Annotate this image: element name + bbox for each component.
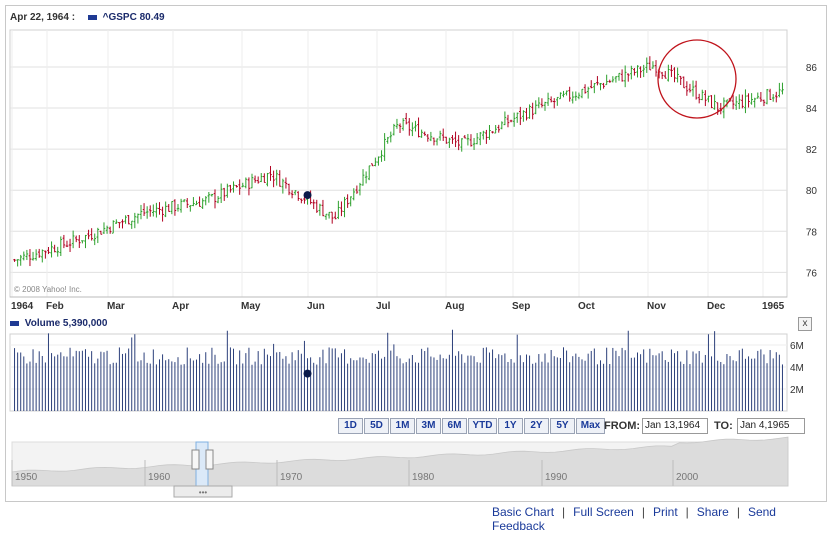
navigator-tick-label: 1980 xyxy=(412,472,435,483)
annotation-circle xyxy=(657,39,737,119)
footer-links: Basic Chart | Full Screen | Print | Share | Send… xyxy=(492,505,776,533)
range-max-button[interactable]: Max xyxy=(576,418,605,434)
range-3m-button[interactable]: 3M xyxy=(416,418,441,434)
price-plot-area xyxy=(9,29,788,298)
y-tick-label: 82 xyxy=(806,145,818,156)
range-buttons: 1D 5D 1M 3M 6M YTD 1Y 2Y 5Y Max xyxy=(338,418,605,434)
range-5d-button[interactable]: 5D xyxy=(364,418,389,434)
copyright-text: © 2008 Yahoo! Inc. xyxy=(14,285,82,294)
x-tick-label: Jul xyxy=(376,301,391,312)
x-tick-label: Jun xyxy=(307,301,325,312)
navigator-left-handle[interactable] xyxy=(191,449,200,470)
print-link[interactable]: Print xyxy=(652,505,678,519)
navigator-tick-label: 2000 xyxy=(676,472,699,483)
current-date: Apr 22, 1964 : xyxy=(10,12,76,23)
x-tick-label: Sep xyxy=(512,301,530,312)
volume-y-tick: 6M xyxy=(790,341,804,352)
y-tick-label: 78 xyxy=(806,227,818,238)
navigator-tick-label: 1960 xyxy=(148,472,171,483)
range-ytd-button[interactable]: YTD xyxy=(468,418,497,434)
x-tick-label: May xyxy=(241,301,261,312)
share-link[interactable]: Share xyxy=(696,505,729,519)
x-tick-label: Feb xyxy=(46,301,64,312)
series-swatch xyxy=(87,14,97,20)
x-tick-label: Mar xyxy=(107,301,125,312)
y-tick-label: 86 xyxy=(806,63,818,74)
x-tick-label: Oct xyxy=(578,301,595,312)
navigator-tick-label: 1950 xyxy=(15,472,38,483)
scrollbar-grip-icon: ••• xyxy=(199,488,208,497)
from-date-input[interactable] xyxy=(642,418,708,434)
y-tick-label: 80 xyxy=(806,186,818,197)
volume-swatch xyxy=(10,320,19,326)
volume-marker xyxy=(303,369,312,378)
to-date-input[interactable] xyxy=(737,418,805,434)
range-1y-button[interactable]: 1Y xyxy=(498,418,523,434)
close-volume-button[interactable]: x xyxy=(798,317,812,331)
x-tick-label: Aug xyxy=(445,301,464,312)
x-tick-label: 1964 xyxy=(11,301,34,312)
range-2y-button[interactable]: 2Y xyxy=(524,418,549,434)
volume-y-tick: 4M xyxy=(790,363,804,374)
x-tick-label: Apr xyxy=(172,301,189,312)
x-tick-label: 1965 xyxy=(762,301,785,312)
range-1m-button[interactable]: 1M xyxy=(390,418,415,434)
range-5y-button[interactable]: 5Y xyxy=(550,418,575,434)
navigator-scrollbar[interactable] xyxy=(173,485,233,498)
volume-text: Volume 5,390,000 xyxy=(24,318,108,329)
volume-header: Volume 5,390,000 xyxy=(10,318,107,329)
range-1d-button[interactable]: 1D xyxy=(338,418,363,434)
navigator-tick-label: 1970 xyxy=(280,472,303,483)
basic-chart-link[interactable]: Basic Chart xyxy=(492,505,555,519)
range-6m-button[interactable]: 6M xyxy=(442,418,467,434)
symbol-quote: ^GSPC 80.49 xyxy=(102,12,165,23)
volume-plot-area xyxy=(9,333,788,412)
info-bar: Apr 22, 1964 : ^GSPC 80.49 xyxy=(10,12,165,26)
to-label: TO: xyxy=(714,420,733,432)
from-label: FROM: xyxy=(604,420,641,432)
volume-y-tick: 2M xyxy=(790,385,804,396)
full-screen-link[interactable]: Full Screen xyxy=(573,505,634,519)
y-tick-label: 76 xyxy=(806,268,818,279)
highlight-marker xyxy=(303,191,312,200)
x-tick-label: Nov xyxy=(647,301,666,312)
navigator-right-handle[interactable] xyxy=(205,449,214,470)
y-tick-label: 84 xyxy=(806,104,818,115)
x-tick-label: Dec xyxy=(707,301,726,312)
navigator-tick-label: 1990 xyxy=(545,472,568,483)
